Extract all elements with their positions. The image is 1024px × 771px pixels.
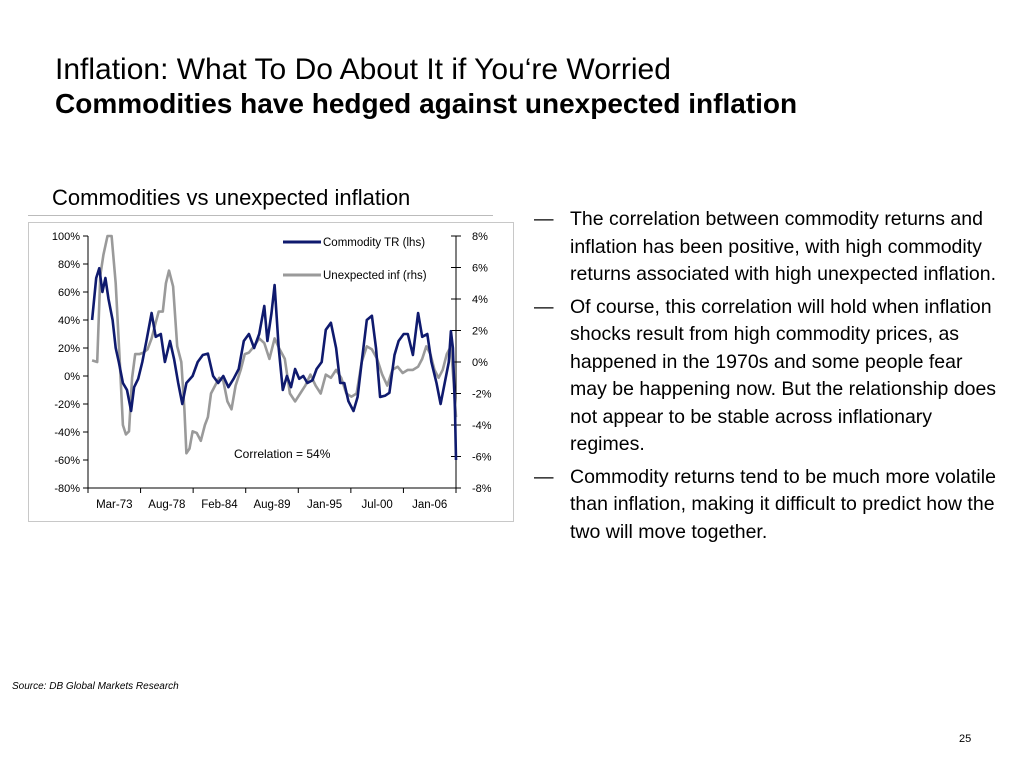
y-left-tick-label: -60% <box>54 455 80 467</box>
y-right-tick-label: -2% <box>472 389 492 401</box>
y-left-tick-label: 40% <box>58 315 80 327</box>
x-tick-label: Jan-95 <box>307 499 342 511</box>
bullet-item: — The correlation between commodity retur… <box>534 206 1004 289</box>
y-left-tick-label: -20% <box>54 399 80 411</box>
x-tick-label: Aug-89 <box>253 499 290 511</box>
slide-subtitle: Commodities have hedged against unexpect… <box>55 88 798 119</box>
line-chart: 100% 80% 60% 40% 20% 0% -20% -40% -60% -80% 8% 6% 4%… <box>28 222 514 522</box>
bullet-text: The correlation between commodity return… <box>570 208 997 285</box>
bullet-text: Commodity returns tend to be much more v… <box>570 465 996 543</box>
y-right-tick-label: 8% <box>472 231 488 243</box>
x-tick-label: Jan-06 <box>412 499 447 511</box>
bullet-text: Of course, this correlation will hold wh… <box>570 295 997 456</box>
y-right-tick-label: 2% <box>472 326 488 338</box>
bullet-item: — Of course, this correlation will hold w… <box>534 294 1004 459</box>
bullet-dash: — <box>534 208 554 230</box>
y-left-tick-label: 0% <box>64 371 80 383</box>
chart-heading: Commodities vs unexpected inflation <box>52 185 411 210</box>
bullet-dash: — <box>534 295 554 318</box>
series-line-commodity-tr <box>90 266 458 461</box>
correlation-annotation: Correlation = 54% <box>234 447 331 461</box>
bullet-item: — Commodity returns tend to be much more … <box>534 464 1004 547</box>
y-right-tick-label: -6% <box>472 452 492 464</box>
source-note: Source: DB Global Markets Research <box>12 681 179 692</box>
slide-title: Inflation: What To Do About It if You‘re… <box>55 53 671 86</box>
legend-label-inflation: Unexpected inf (rhs) <box>323 270 427 282</box>
y-left-tick-label: 20% <box>58 343 80 355</box>
x-tick-label: Jul-00 <box>361 499 392 511</box>
x-tick-label: Mar-73 <box>96 499 132 511</box>
page-number: 25 <box>959 733 972 745</box>
bullet-dash: — <box>534 465 554 488</box>
y-left-tick-label: -80% <box>54 483 80 495</box>
y-left-tick-label: 100% <box>52 231 80 243</box>
x-tick-label: Feb-84 <box>201 499 238 511</box>
chart-heading-divider <box>28 215 493 216</box>
y-right-tick-label: 4% <box>472 294 488 306</box>
y-left-tick-label: -40% <box>54 427 80 439</box>
y-left-tick-label: 80% <box>58 259 80 271</box>
y-right-tick-label: -4% <box>472 420 492 432</box>
y-right-tick-label: 6% <box>472 263 488 275</box>
bullet-list: — The correlation between commodity retur… <box>534 206 1004 551</box>
x-tick-label: Aug-78 <box>148 499 185 511</box>
y-right-tick-label: 0% <box>472 357 488 369</box>
y-right-tick-label: -8% <box>472 483 492 495</box>
y-left-tick-label: 60% <box>58 287 80 299</box>
legend-label-commodity: Commodity TR (lhs) <box>323 237 425 249</box>
